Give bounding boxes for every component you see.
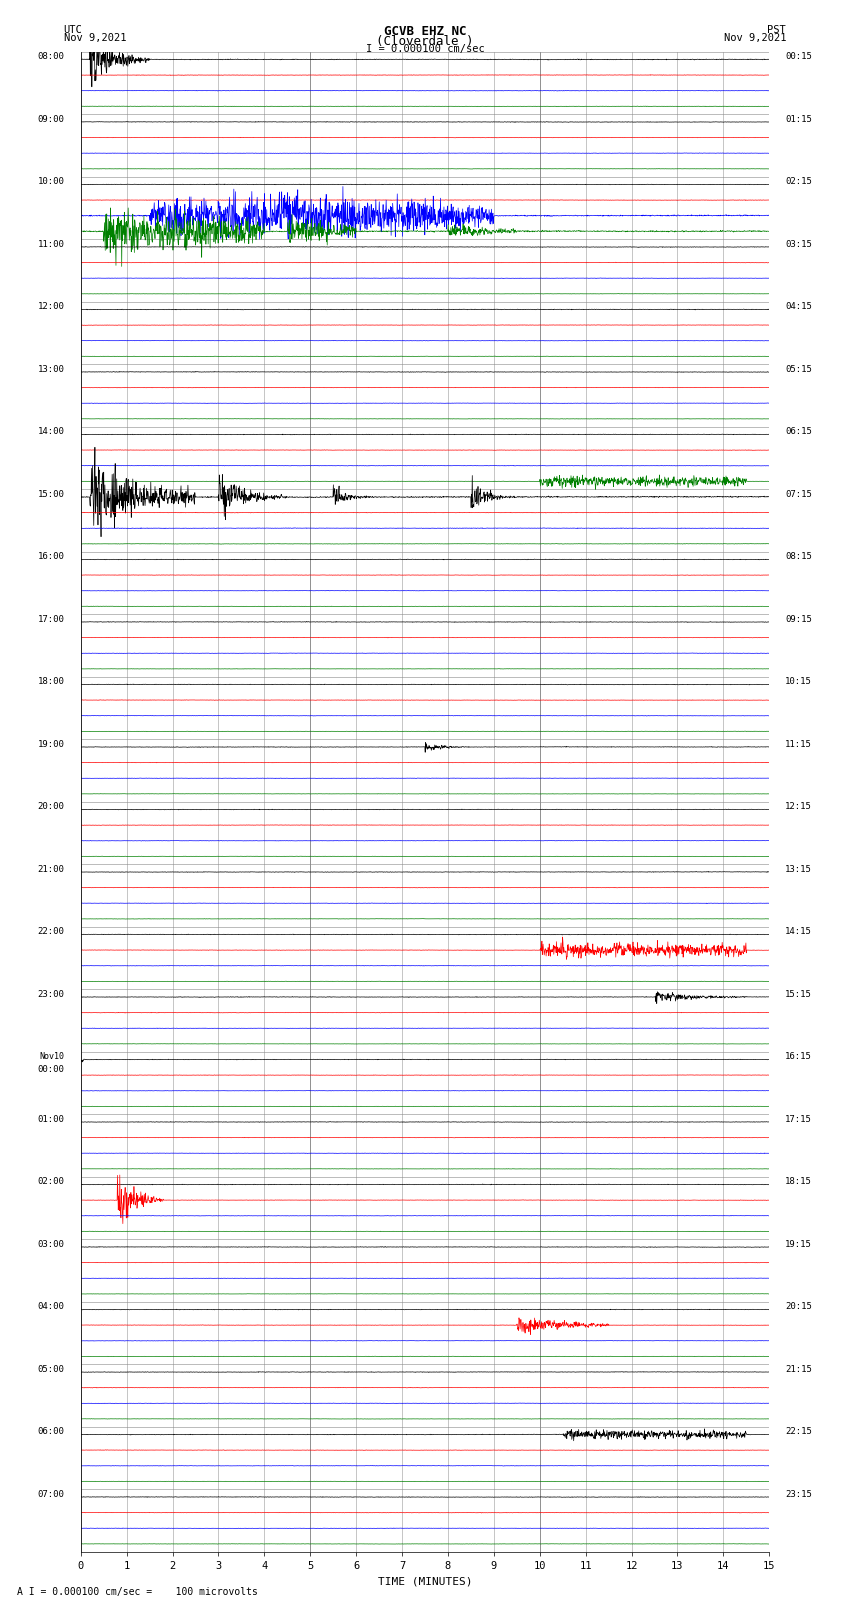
Text: UTC: UTC	[64, 24, 82, 35]
X-axis label: TIME (MINUTES): TIME (MINUTES)	[377, 1576, 473, 1586]
Text: Nov10: Nov10	[40, 1052, 65, 1061]
Text: 15:15: 15:15	[785, 990, 813, 998]
Text: 03:15: 03:15	[785, 240, 813, 248]
Text: 02:15: 02:15	[785, 177, 813, 187]
Text: 16:15: 16:15	[785, 1052, 813, 1061]
Text: Nov 9,2021: Nov 9,2021	[723, 32, 786, 44]
Text: 02:00: 02:00	[37, 1177, 65, 1187]
Text: 23:15: 23:15	[785, 1490, 813, 1498]
Text: 01:00: 01:00	[37, 1115, 65, 1124]
Text: 14:00: 14:00	[37, 427, 65, 437]
Text: 18:00: 18:00	[37, 677, 65, 687]
Text: 17:00: 17:00	[37, 615, 65, 624]
Text: 01:15: 01:15	[785, 115, 813, 124]
Text: 19:00: 19:00	[37, 740, 65, 748]
Text: 13:00: 13:00	[37, 365, 65, 374]
Text: Nov 9,2021: Nov 9,2021	[64, 32, 127, 44]
Text: 06:00: 06:00	[37, 1428, 65, 1437]
Text: (Cloverdale ): (Cloverdale )	[377, 35, 473, 48]
Text: 22:00: 22:00	[37, 927, 65, 937]
Text: 20:00: 20:00	[37, 802, 65, 811]
Text: 08:15: 08:15	[785, 552, 813, 561]
Text: 18:15: 18:15	[785, 1177, 813, 1187]
Text: 00:15: 00:15	[785, 52, 813, 61]
Text: 16:00: 16:00	[37, 552, 65, 561]
Text: 11:15: 11:15	[785, 740, 813, 748]
Text: 23:00: 23:00	[37, 990, 65, 998]
Text: 10:00: 10:00	[37, 177, 65, 187]
Text: 03:00: 03:00	[37, 1240, 65, 1248]
Text: 11:00: 11:00	[37, 240, 65, 248]
Text: 12:15: 12:15	[785, 802, 813, 811]
Text: 20:15: 20:15	[785, 1302, 813, 1311]
Text: A I = 0.000100 cm/sec =    100 microvolts: A I = 0.000100 cm/sec = 100 microvolts	[17, 1587, 258, 1597]
Text: 19:15: 19:15	[785, 1240, 813, 1248]
Text: 13:15: 13:15	[785, 865, 813, 874]
Text: 06:15: 06:15	[785, 427, 813, 437]
Text: 08:00: 08:00	[37, 52, 65, 61]
Text: 15:00: 15:00	[37, 490, 65, 498]
Text: 22:15: 22:15	[785, 1428, 813, 1437]
Text: 09:15: 09:15	[785, 615, 813, 624]
Text: 05:15: 05:15	[785, 365, 813, 374]
Text: GCVB EHZ NC: GCVB EHZ NC	[383, 24, 467, 39]
Text: 07:15: 07:15	[785, 490, 813, 498]
Text: 04:15: 04:15	[785, 302, 813, 311]
Text: 14:15: 14:15	[785, 927, 813, 937]
Text: 04:00: 04:00	[37, 1302, 65, 1311]
Text: 09:00: 09:00	[37, 115, 65, 124]
Text: 07:00: 07:00	[37, 1490, 65, 1498]
Text: 10:15: 10:15	[785, 677, 813, 687]
Text: 05:00: 05:00	[37, 1365, 65, 1374]
Text: 00:00: 00:00	[37, 1065, 65, 1074]
Text: 17:15: 17:15	[785, 1115, 813, 1124]
Text: 21:00: 21:00	[37, 865, 65, 874]
Text: 21:15: 21:15	[785, 1365, 813, 1374]
Text: 12:00: 12:00	[37, 302, 65, 311]
Text: PST: PST	[768, 24, 786, 35]
Text: I = 0.000100 cm/sec: I = 0.000100 cm/sec	[366, 44, 484, 55]
